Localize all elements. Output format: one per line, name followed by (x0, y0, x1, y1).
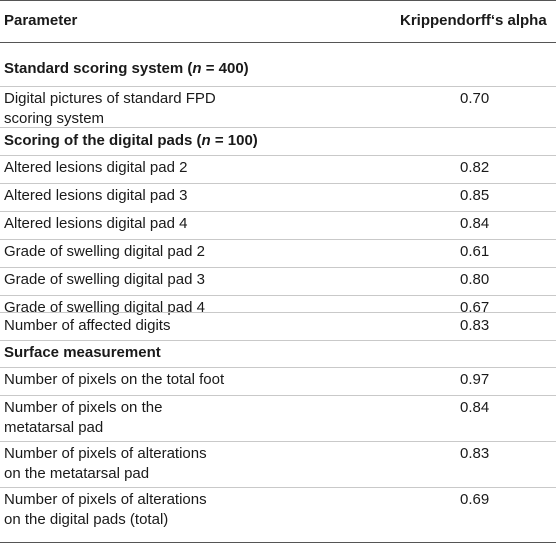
table-row-value: 0.84 (460, 399, 490, 416)
table-row-param: Number of pixels of alterations on the m… (4, 445, 207, 482)
table-row-param: Grade of swelling digital pad 4 (4, 299, 205, 316)
section-title-standard-scoring: Standard scoring system (n = 400) (4, 60, 249, 77)
table-row-param: Number of pixels of alterations on the d… (4, 491, 207, 528)
table-row-param: Number of pixels on the metatarsal pad (4, 399, 163, 436)
header-bottom-rule (0, 42, 556, 43)
row-rule (0, 239, 556, 240)
row-rule (0, 367, 556, 368)
table-row-value: 0.61 (460, 243, 490, 260)
row-rule (0, 487, 556, 488)
table-bottom-rule (0, 542, 556, 543)
table-row-value: 0.84 (460, 215, 490, 232)
table-row-value: 0.70 (460, 90, 490, 107)
table-row-param: Digital pictures of standard FPD scoring… (4, 90, 216, 127)
table-row-value: 0.82 (460, 159, 490, 176)
table-row-value: 0.97 (460, 371, 490, 388)
table-row-value: 0.85 (460, 187, 490, 204)
table-row-param: Number of affected digits (4, 317, 171, 334)
header-krippendorff-alpha: Krippendorff‘s alpha (400, 12, 547, 29)
section-title-surface-measurement: Surface measurement (4, 344, 161, 361)
table-row-value: 0.83 (460, 445, 490, 462)
table-row-value: 0.83 (460, 317, 490, 334)
row-rule (0, 295, 556, 296)
table-row-value: 0.80 (460, 271, 490, 288)
row-rule (0, 441, 556, 442)
table-row-value: 0.67 (460, 299, 490, 316)
row-rule (0, 395, 556, 396)
row-rule (0, 86, 556, 87)
table-row-param: Altered lesions digital pad 3 (4, 187, 188, 204)
row-rule (0, 127, 556, 128)
table-row-param: Altered lesions digital pad 2 (4, 159, 188, 176)
table-row-param: Number of pixels on the total foot (4, 371, 225, 388)
table-row-param: Altered lesions digital pad 4 (4, 215, 188, 232)
table-row-param: Grade of swelling digital pad 2 (4, 243, 205, 260)
table-top-rule (0, 0, 556, 1)
row-rule (0, 155, 556, 156)
header-parameter: Parameter (4, 12, 78, 29)
row-rule (0, 312, 556, 313)
section-title-digital-pads: Scoring of the digital pads (n = 100) (4, 132, 258, 149)
row-rule (0, 211, 556, 212)
row-rule (0, 183, 556, 184)
row-rule (0, 340, 556, 341)
table-row-value: 0.69 (460, 491, 490, 508)
table-row-param: Grade of swelling digital pad 3 (4, 271, 205, 288)
row-rule (0, 267, 556, 268)
